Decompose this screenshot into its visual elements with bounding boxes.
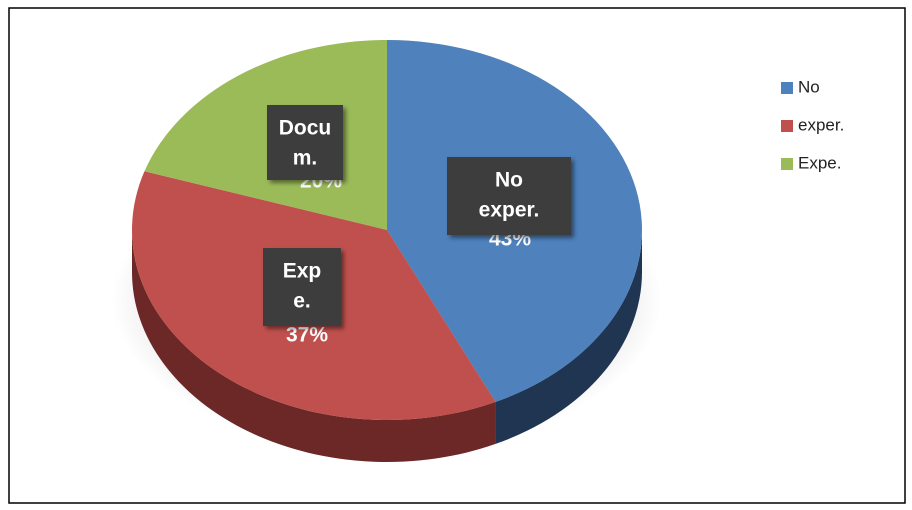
legend-label: No xyxy=(798,77,820,96)
slice-side xyxy=(132,230,496,463)
data-label: Exp xyxy=(283,260,322,283)
data-label: No xyxy=(495,169,523,192)
legend-swatch xyxy=(781,82,793,94)
label-box xyxy=(447,157,571,235)
label-box xyxy=(267,105,343,180)
legend-swatch xyxy=(781,158,793,170)
data-label: e. xyxy=(293,290,311,313)
slice xyxy=(144,39,387,230)
slice-side xyxy=(495,230,643,444)
legend-label: Expe. xyxy=(798,153,841,172)
value-label: 37% xyxy=(286,324,328,347)
data-label: m. xyxy=(293,147,318,170)
label-box xyxy=(263,248,341,326)
data-label: exper. xyxy=(479,199,540,222)
legend-label: exper. xyxy=(798,115,844,134)
legend-swatch xyxy=(781,120,793,132)
data-label: Docu xyxy=(279,117,332,140)
